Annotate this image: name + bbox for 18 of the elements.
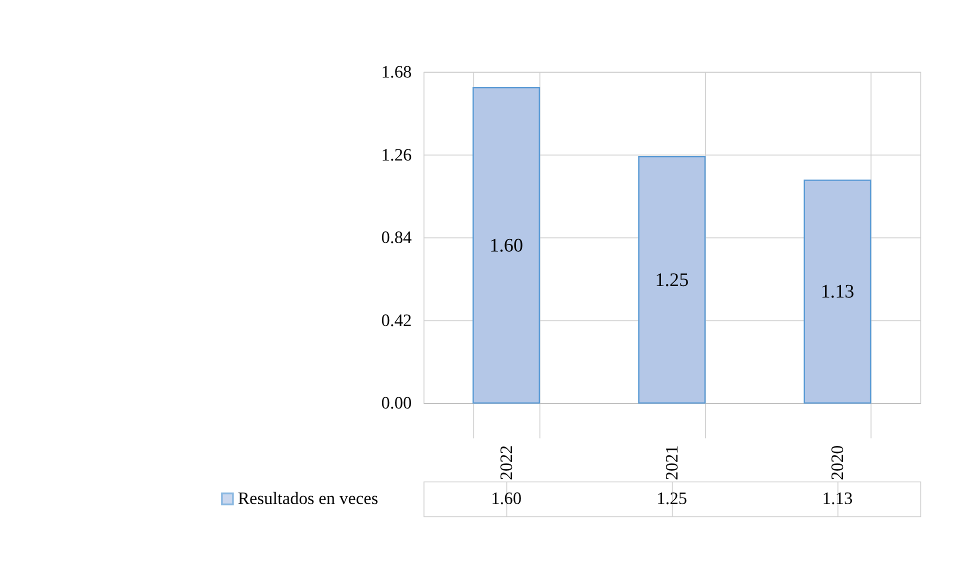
bar xyxy=(804,180,872,404)
y-tick-label: 0.42 xyxy=(381,310,412,330)
legend-label: Resultados en veces xyxy=(238,488,378,508)
data-label: 1.25 xyxy=(656,488,688,508)
text: 1.25 xyxy=(655,270,689,291)
data-label: 1.60 xyxy=(491,488,522,508)
text: 1.60 xyxy=(490,235,524,256)
x-tick-label: 2020 xyxy=(827,444,848,480)
x-tick-label: 2022 xyxy=(496,445,516,480)
y-tick-label: 1.68 xyxy=(381,62,412,82)
x-tick-label: 2021 xyxy=(662,445,682,480)
y-tick-label: 1.26 xyxy=(381,144,412,164)
data-label: 1.13 xyxy=(822,488,854,508)
text: 1.13 xyxy=(820,282,854,303)
y-tick-label: 0.00 xyxy=(381,392,412,413)
y-tick-label: 0.84 xyxy=(381,227,412,248)
bar xyxy=(472,86,540,404)
bar xyxy=(638,156,706,404)
